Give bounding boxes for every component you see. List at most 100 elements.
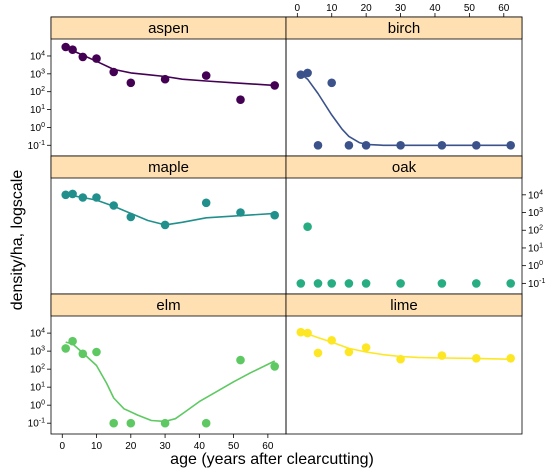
smooth-line-lime [300, 331, 511, 360]
panel-aspen: aspen [50, 16, 287, 157]
data-point-aspen [68, 45, 77, 54]
data-point-oak [506, 279, 515, 288]
axes: 10-110010110210310410-110010110210310410… [28, 3, 546, 452]
data-point-birch [506, 141, 515, 150]
data-point-lime [327, 336, 337, 345]
panel-maple: maple [50, 155, 287, 295]
data-point-maple [126, 212, 136, 222]
data-point-maple [160, 220, 170, 230]
x-tick-label: 60 [498, 3, 510, 14]
data-point-lime [313, 348, 323, 358]
y-tick-label: 100 [30, 122, 45, 134]
data-point-elm [61, 344, 70, 353]
x-tick-label: 0 [59, 441, 65, 452]
y-axis-title: density/ha, logscale [9, 170, 26, 311]
data-point-aspen [78, 52, 88, 62]
x-tick-label: 30 [160, 441, 172, 452]
strip-title: elm [156, 297, 180, 314]
y-tick-label: 10-1 [528, 278, 545, 290]
strip-header [285, 293, 523, 317]
data-point-lime [344, 347, 354, 357]
data-point-elm [92, 347, 101, 357]
y-tick-label: 100 [528, 260, 543, 272]
data-point-maple [61, 190, 70, 200]
y-tick-label: 103 [528, 207, 543, 219]
smooth-line-elm [65, 341, 276, 423]
data-point-oak [396, 279, 405, 288]
data-point-lime [472, 354, 481, 363]
x-tick-label: 50 [464, 3, 476, 14]
y-tick-label: 102 [30, 86, 45, 98]
data-point-lime [303, 328, 312, 338]
data-point-elm [109, 418, 118, 428]
x-tick-label: 20 [361, 3, 373, 14]
panel-elm: elm [50, 293, 287, 435]
x-tick-label: 10 [326, 3, 338, 14]
y-tick-label: 103 [30, 346, 45, 358]
x-tick-label: 10 [91, 441, 103, 452]
data-point-lime [437, 351, 447, 360]
data-point-elm [160, 418, 170, 428]
data-point-maple [270, 210, 280, 220]
y-tick-label: 101 [30, 382, 45, 394]
data-point-lime [506, 354, 515, 363]
y-tick-label: 102 [528, 225, 543, 237]
y-tick-label: 103 [30, 68, 45, 80]
data-point-aspen [270, 81, 280, 90]
data-point-oak [344, 279, 354, 288]
panel-birch: birch [285, 16, 523, 157]
data-point-lime [396, 354, 405, 364]
y-tick-label: 101 [30, 104, 45, 116]
data-point-aspen [61, 42, 70, 52]
strip-title: maple [148, 159, 189, 176]
data-point-oak [472, 279, 481, 288]
y-tick-label: 104 [30, 328, 45, 340]
data-point-birch [361, 141, 371, 150]
data-point-aspen [236, 95, 245, 104]
data-point-birch [303, 68, 312, 78]
strip-title: birch [388, 20, 421, 37]
data-point-elm [126, 418, 136, 428]
strip-title: lime [390, 297, 418, 314]
data-point-birch [396, 141, 405, 150]
x-tick-label: 40 [194, 441, 206, 452]
y-tick-label: 10-1 [28, 418, 45, 430]
y-tick-label: 104 [528, 189, 543, 201]
data-point-maple [68, 189, 77, 199]
data-point-aspen [201, 71, 211, 80]
data-point-birch [327, 78, 337, 88]
data-point-maple [109, 201, 118, 210]
data-point-aspen [92, 54, 101, 63]
data-point-oak [296, 279, 306, 288]
data-point-birch [313, 141, 323, 150]
data-point-aspen [109, 67, 118, 77]
x-tick-label: 30 [395, 3, 407, 14]
panel-lime: lime [285, 293, 523, 435]
x-axis-title: age (years after clearcutting) [170, 451, 374, 468]
data-point-elm [236, 355, 245, 365]
data-point-maple [78, 193, 88, 202]
x-tick-label: 0 [295, 3, 301, 14]
strip-header [285, 16, 523, 40]
data-point-birch [344, 141, 354, 150]
y-tick-label: 104 [30, 50, 45, 62]
data-point-oak [303, 222, 312, 231]
data-point-oak [437, 279, 447, 288]
strip-title: aspen [148, 20, 189, 37]
data-point-lime [361, 343, 371, 352]
y-tick-label: 101 [528, 242, 543, 254]
x-tick-label: 60 [262, 441, 274, 452]
panel-oak: oak [285, 155, 523, 295]
x-tick-label: 40 [429, 3, 441, 14]
data-point-aspen [160, 74, 170, 84]
data-point-elm [270, 362, 280, 371]
data-point-maple [92, 193, 101, 202]
data-point-maple [236, 208, 245, 217]
data-point-oak [313, 279, 323, 288]
data-point-birch [472, 141, 481, 150]
x-tick-label: 20 [125, 441, 137, 452]
data-point-birch [296, 70, 306, 79]
